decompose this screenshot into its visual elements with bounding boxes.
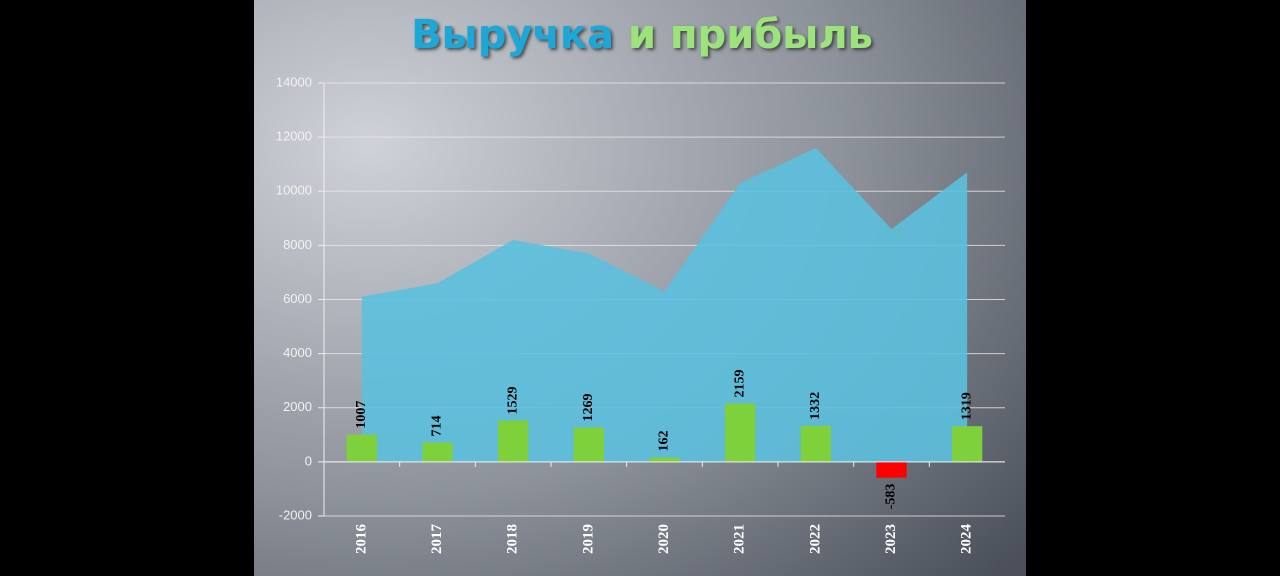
x-tick-label: 2021 [732,524,748,554]
value-label: 1319 [959,392,974,420]
y-tick-label: 8000 [283,237,312,252]
title-part: Выручка [411,12,614,58]
value-label: 2159 [732,369,747,397]
y-tick-label: 2000 [283,399,312,414]
x-tick-label: 2017 [429,524,445,555]
profit-bar [573,427,604,462]
y-tick-label: 12000 [276,129,312,144]
title-part: и прибыль [628,12,873,58]
y-tick-label: 0 [305,453,312,468]
y-tick-label: 10000 [276,183,312,198]
x-tick-label: 2019 [580,524,596,554]
chart-title: Выручка и прибыль [411,12,873,58]
profit-bar [876,461,907,478]
value-label: 714 [430,416,445,437]
profit-bar [725,403,756,462]
x-tick-label: 2022 [807,524,823,554]
profit-bar [952,426,983,462]
profit-bar [422,442,453,462]
profit-bar [346,434,377,462]
value-label: 1529 [505,386,520,414]
value-label: 1269 [581,394,596,422]
x-tick-label: 2020 [656,524,672,554]
x-tick-label: 2018 [505,524,521,554]
value-label: 1007 [354,401,369,429]
revenue-area [361,147,968,462]
x-tick-label: 2024 [959,524,975,555]
y-tick-label: 4000 [283,345,312,360]
profit-bar [800,425,831,462]
value-label: 162 [657,430,672,451]
x-tick-label: 2016 [353,524,369,555]
y-tick-label: -2000 [279,507,312,522]
profit-bar [649,457,680,462]
profit-bar [498,420,529,462]
value-label: -583 [884,484,899,510]
y-tick-label: 14000 [276,74,312,89]
x-tick-label: 2023 [883,524,899,554]
y-tick-label: 6000 [283,291,312,306]
value-label: 1332 [808,392,823,420]
